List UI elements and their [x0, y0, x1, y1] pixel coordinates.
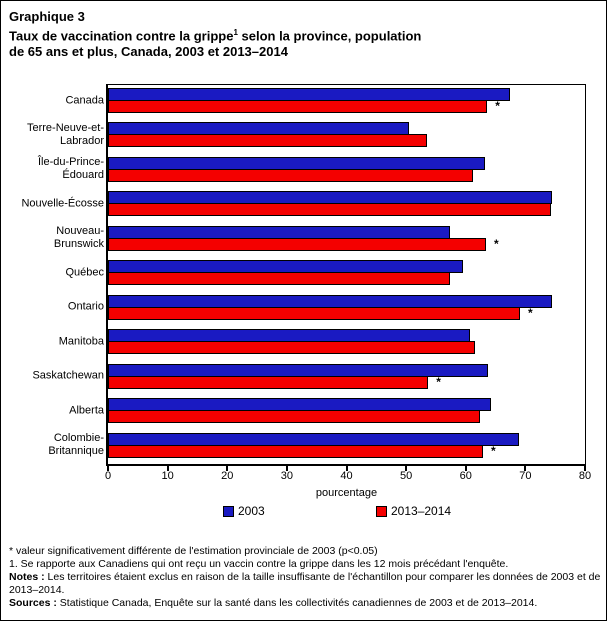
category-label-ontario: Ontario	[67, 300, 104, 313]
x-axis-ticklabel-70: 70	[519, 470, 532, 482]
bar-2013-2014-nouvelle-ecosse	[108, 203, 551, 217]
legend-label-2013-2014: 2013–2014	[391, 504, 452, 518]
chart-title-text-2: selon la province, population	[237, 28, 422, 44]
x-axis-ticklabel-60: 60	[459, 470, 472, 482]
legend-label-2003: 2003	[238, 504, 265, 518]
x-axis-ticklabel-10: 10	[161, 470, 174, 482]
bar-2013-2014-manitoba	[108, 341, 476, 355]
bar-2013-2014-ontario	[108, 306, 520, 320]
chart-header: Graphique 3 Taux de vaccination contre l…	[9, 9, 421, 60]
bar-2013-2014-terre-neuve-et-labrador	[108, 134, 427, 148]
significance-marker-colombie-britannique: *	[491, 443, 496, 458]
footnote-reference: 1	[233, 28, 238, 37]
bar-2013-2014-colombie-britannique	[108, 444, 483, 458]
footnotes: * valeur significativement différente de…	[9, 545, 603, 610]
category-label-colombie-britannique: Colombie- Britannique	[48, 432, 104, 458]
bar-2013-2014-alberta	[108, 410, 481, 424]
category-label-quebec: Québec	[65, 266, 104, 279]
category-label-canada: Canada	[65, 94, 104, 106]
x-axis-tick-10	[166, 466, 169, 471]
footnote-sources: Sources : Statistique Canada, Enquête su…	[9, 597, 538, 609]
bar-2013-2014-canada	[108, 100, 488, 113]
category-label-saskatchewan: Saskatchewan	[32, 369, 104, 382]
category-label-nouvelle-ecosse: Nouvelle-Écosse	[21, 197, 104, 210]
x-axis-tick-70	[524, 466, 527, 471]
bar-2013-2014-ile-du-prince-edouard	[108, 168, 473, 182]
category-label-nouveau-brunswick: Nouveau- Brunswick	[53, 225, 104, 251]
category-label-terre-neuve-et-labrador: Terre-Neuve-et- Labrador	[26, 121, 104, 147]
legend-item-2003: 2003	[223, 504, 265, 518]
bar-2013-2014-quebec	[108, 272, 451, 286]
footnote-1: 1. Se rapporte aux Canadiens qui ont reç…	[9, 558, 509, 570]
x-axis-ticklabel-30: 30	[280, 470, 294, 482]
significance-marker-canada: *	[495, 99, 500, 113]
footnote-notes: Notes : Les territoires étaient exclus e…	[9, 571, 601, 596]
x-axis-ticklabel-20: 20	[221, 470, 234, 482]
x-axis-ticklabel-50: 50	[399, 470, 413, 482]
figure-number: Graphique 3	[9, 9, 85, 24]
x-axis-tick-60	[464, 466, 467, 471]
x-axis-ticklabel-40: 40	[340, 470, 353, 482]
significance-marker-ontario: *	[528, 305, 533, 320]
legend-swatch-2003-icon	[223, 505, 234, 517]
bar-2013-2014-nouveau-brunswick	[108, 237, 486, 251]
x-axis-ticklabel-0: 0	[104, 470, 112, 482]
bar-2013-2014-saskatchewan	[108, 375, 429, 389]
category-label-alberta: Alberta	[69, 404, 104, 417]
chart-title-line1: Taux de vaccination contre la grippe1 se…	[9, 25, 421, 44]
chart-title-text: Taux de vaccination contre la grippe	[9, 28, 234, 44]
x-axis-tick-80	[584, 466, 586, 471]
x-axis-title: pourcentage	[315, 487, 378, 499]
x-axis-tick-40	[345, 466, 348, 471]
x-axis-tick-0	[107, 466, 109, 471]
significance-marker-nouveau-brunswick: *	[494, 236, 499, 251]
chart-title-line2: de 65 ans et plus, Canada, 2003 et 2013–…	[9, 44, 288, 60]
significance-marker-saskatchewan: *	[436, 374, 441, 389]
category-label-ile-du-prince-edouard: Île-du-Prince- Édouard	[37, 156, 104, 182]
x-axis-tick-20	[226, 466, 229, 471]
legend-item-2013-2014: 2013–2014	[376, 504, 451, 518]
category-label-manitoba: Manitoba	[58, 335, 104, 348]
x-axis-tick-50	[405, 466, 408, 471]
x-axis-tick-30	[285, 466, 288, 471]
footnote-significance: * valeur significativement différente de…	[9, 545, 378, 557]
legend-swatch-2013-2014-icon	[376, 505, 387, 517]
plot-area: * * * * *	[106, 84, 586, 466]
legend: 2003 2013–2014	[1, 504, 606, 520]
x-axis-ticklabel-80: 80	[578, 470, 592, 482]
